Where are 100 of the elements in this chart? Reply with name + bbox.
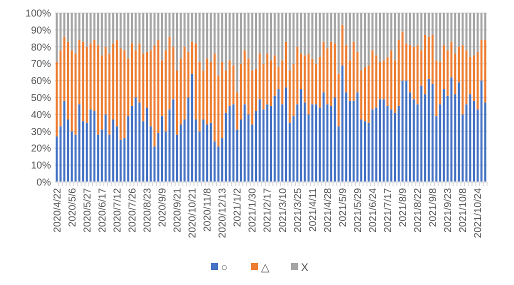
bar — [322, 92, 325, 182]
bar — [330, 42, 332, 106]
bar — [345, 13, 348, 46]
bar — [172, 99, 174, 182]
bar — [292, 116, 295, 182]
bar — [70, 50, 73, 132]
bar — [127, 116, 130, 182]
bar — [432, 34, 434, 84]
bar — [364, 121, 366, 182]
bar — [420, 86, 422, 182]
x-tick-label: 2020/6/17 — [97, 188, 108, 232]
bar — [341, 65, 344, 182]
bar — [224, 13, 227, 70]
bar — [191, 74, 194, 182]
bar — [311, 104, 314, 182]
bar — [240, 13, 242, 64]
bar — [236, 13, 238, 92]
bar — [435, 13, 438, 60]
bar — [390, 109, 392, 182]
bar — [315, 104, 318, 182]
x-tick-label: 2020/9/9 — [158, 188, 169, 227]
bar — [160, 13, 164, 60]
bar — [70, 13, 73, 50]
x-tick-label: 2021/8/22 — [413, 188, 424, 232]
x-tick-label: 2020/5/27 — [82, 188, 94, 232]
bar — [424, 34, 426, 94]
bar — [364, 67, 366, 122]
bar — [146, 13, 148, 52]
bar — [454, 13, 456, 54]
bar — [100, 13, 103, 56]
bar — [458, 13, 460, 47]
bar — [378, 99, 382, 182]
x-tick-label: 2021/8/9 — [398, 188, 410, 227]
bar — [258, 99, 261, 182]
bar — [382, 13, 385, 60]
bar — [462, 45, 464, 114]
x-tick-label: 2020/8/23 — [142, 188, 154, 232]
bar — [439, 13, 442, 62]
bar — [127, 13, 130, 59]
bar — [123, 50, 126, 138]
bar — [326, 104, 328, 182]
bar — [409, 13, 412, 46]
bar — [187, 13, 190, 52]
bar — [435, 60, 438, 116]
bar — [472, 13, 475, 56]
bar — [146, 108, 148, 182]
legend-label: ○ — [221, 262, 228, 274]
bar — [352, 100, 355, 182]
bar — [450, 77, 452, 182]
y-tick-label: 30% — [30, 126, 52, 138]
bar — [368, 65, 370, 123]
bar — [93, 111, 96, 182]
y-tick-label: 100% — [25, 8, 52, 20]
x-tick-label: 2021/4/11 — [308, 188, 319, 232]
bar — [311, 58, 314, 104]
bar — [285, 87, 288, 182]
bar — [484, 13, 486, 40]
bar — [56, 13, 58, 62]
bar — [315, 13, 318, 64]
bar — [462, 13, 464, 46]
x-tick-label: 2020/7/26 — [127, 188, 138, 232]
bar — [428, 13, 430, 37]
x-tick-label: 2020/11/8 — [202, 188, 214, 232]
bar — [465, 50, 468, 104]
bar — [74, 54, 77, 135]
bar — [394, 13, 396, 60]
x-tick-label: 2021/1/30 — [248, 188, 259, 232]
bar — [160, 116, 164, 182]
bar — [60, 126, 62, 182]
bar — [371, 50, 374, 110]
bar — [416, 13, 419, 46]
bar — [74, 134, 77, 182]
bar — [439, 104, 442, 182]
x-tick-label: 2020/9/21 — [172, 188, 184, 232]
bar — [232, 104, 234, 182]
bar — [97, 13, 100, 46]
bar — [330, 106, 332, 182]
bar — [210, 13, 212, 62]
bar — [308, 54, 310, 114]
x-tick-label: 2020/4/22 — [52, 188, 64, 232]
y-tick-label: 80% — [30, 42, 52, 54]
y-tick-label: 50% — [30, 93, 52, 104]
x-tick-label: 2021/3/10 — [278, 188, 289, 232]
bar — [364, 13, 366, 68]
bar — [108, 13, 110, 54]
bar — [446, 13, 449, 50]
bar — [82, 42, 84, 122]
bar — [277, 89, 280, 182]
bar — [476, 52, 479, 110]
y-tick-label: 0% — [36, 178, 52, 188]
bar — [405, 13, 408, 44]
bar — [469, 13, 472, 57]
bar — [390, 50, 392, 110]
bar — [120, 13, 122, 48]
y-tick-label: 60% — [30, 76, 52, 88]
bar — [254, 13, 257, 69]
bar — [368, 122, 370, 182]
y-tick-label: 40% — [30, 110, 52, 121]
bar — [214, 54, 216, 142]
bar — [480, 80, 482, 182]
